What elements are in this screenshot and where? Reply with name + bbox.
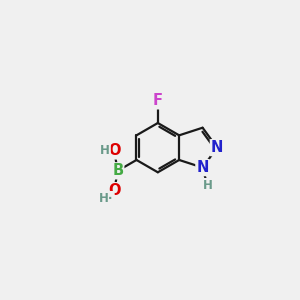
Text: H·: H· [99, 192, 114, 205]
Text: F: F [153, 93, 163, 108]
Text: N: N [211, 140, 223, 155]
Text: B: B [112, 163, 123, 178]
Text: H: H [100, 144, 110, 158]
Text: H: H [202, 179, 212, 192]
Text: O: O [108, 183, 120, 198]
Text: O: O [108, 143, 120, 158]
Text: N: N [196, 160, 209, 175]
